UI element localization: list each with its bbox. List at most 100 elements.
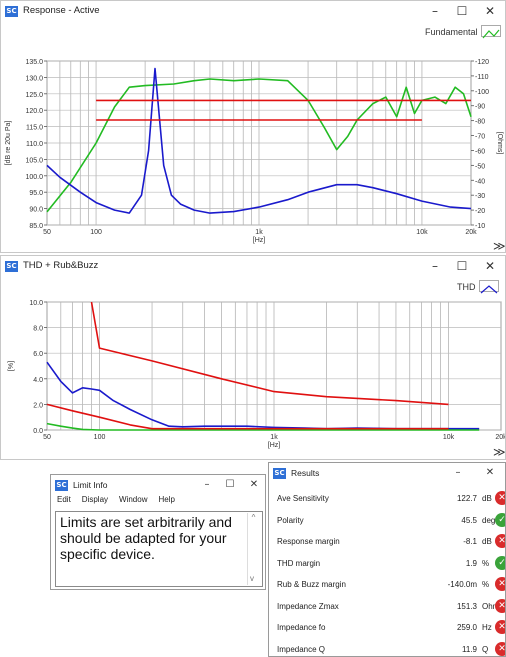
- menu-window[interactable]: Window: [119, 495, 148, 504]
- close-icon[interactable]: ✕: [249, 479, 259, 490]
- thd-legend-label: THD: [457, 282, 476, 292]
- results-titlebar[interactable]: SC Results – ✕: [269, 463, 505, 483]
- result-label: Impedance fo: [277, 623, 326, 632]
- result-value: 1.9: [465, 558, 477, 568]
- maximize-icon[interactable]: ☐: [456, 259, 468, 273]
- menu-edit[interactable]: Edit: [57, 495, 71, 504]
- pass-check-icon: ✓: [495, 512, 505, 527]
- result-unit: %: [482, 558, 490, 568]
- limit-info-menubar: Edit Display Window Help: [51, 495, 265, 509]
- fail-x-icon: ✕: [495, 620, 505, 634]
- y2-tick-label: -100: [475, 89, 489, 96]
- y2-axis-label: [Ohms]: [496, 132, 503, 155]
- limit-info-window: SC Limit Info – ☐ ✕ Edit Display Window Hel…: [50, 474, 266, 590]
- result-row: Response margin -8.1 dB ✕: [269, 532, 505, 552]
- thd-chart[interactable]: 10.0 8.0 6.0 4.0 2.0 0.050 100 1k 10k 20k [Hz] [%]: [1, 294, 506, 454]
- result-label: Polarity: [277, 515, 304, 525]
- result-row: Polarity 45.5 deg. ✓: [269, 511, 505, 531]
- x-tick-label: 100: [94, 434, 106, 441]
- result-unit: deg.: [482, 515, 498, 525]
- close-icon[interactable]: ✕: [484, 4, 496, 18]
- y-tick-label: 135.0: [25, 59, 43, 66]
- legend-line-icon: [480, 285, 498, 294]
- y2-tick-label: -20: [475, 208, 485, 215]
- y-tick-label: 10.0: [29, 300, 43, 307]
- minimize-icon[interactable]: –: [432, 4, 438, 18]
- y2-tick-label: -110: [475, 74, 489, 81]
- close-icon[interactable]: ✕: [484, 259, 496, 273]
- maximize-icon[interactable]: ☐: [225, 479, 235, 490]
- scroll-up-icon[interactable]: ^: [251, 513, 256, 522]
- y-tick-label: 105.0: [25, 157, 43, 164]
- fundamental-legend-swatch[interactable]: [481, 25, 501, 39]
- y2-tick-label: -80: [475, 119, 485, 126]
- x-axis-label: [Hz]: [253, 237, 266, 244]
- thd-titlebar[interactable]: SC THD + Rub&Buzz – ☐ ✕: [1, 256, 505, 278]
- menu-display[interactable]: Display: [81, 495, 109, 504]
- y-tick-label: 8.0: [33, 326, 43, 333]
- minimize-icon[interactable]: –: [432, 259, 438, 273]
- result-label: THD margin: [277, 558, 321, 568]
- limit-info-scrollbar[interactable]: ^ v: [247, 513, 259, 585]
- sc-logo-icon: SC: [55, 480, 68, 491]
- result-label: Response margin: [277, 537, 340, 546]
- y2-tick-label: -60: [475, 148, 485, 155]
- scroll-down-icon[interactable]: v: [250, 574, 254, 583]
- result-value: 45.5: [461, 515, 477, 525]
- y2-tick-label: -30: [475, 193, 485, 200]
- result-value: 151.3: [456, 601, 477, 611]
- response-titlebar[interactable]: SC Response - Active – ☐ ✕: [1, 1, 505, 23]
- x-tick-label: 1k: [270, 434, 278, 441]
- fail-x-icon: ✕: [495, 491, 505, 505]
- response-chart[interactable]: 135.0 130.0 125.0 120.0 115.0 110.0 105.0 100.0…: [1, 39, 506, 249]
- minimize-icon[interactable]: –: [455, 467, 461, 478]
- result-value: 122.7: [456, 494, 477, 503]
- expand-chevron-icon[interactable]: ≫: [493, 239, 506, 253]
- limit-info-titlebar[interactable]: SC Limit Info – ☐ ✕: [51, 475, 265, 495]
- limit-info-title: Limit Info: [73, 480, 108, 490]
- x-tick-label: 1k: [255, 229, 263, 236]
- y-tick-label: 85.0: [29, 223, 43, 230]
- sc-logo-icon: SC: [5, 261, 18, 272]
- thd-window: SC THD + Rub&Buzz – ☐ ✕ THD 10.0 8.0 6.0 4.…: [0, 255, 506, 460]
- y2-tick-label: -90: [475, 104, 485, 111]
- x-tick-label: 50: [43, 434, 51, 441]
- legend-line-icon: [482, 29, 500, 39]
- y-tick-label: 110.0: [26, 141, 43, 148]
- result-unit: dB: [482, 494, 492, 503]
- sc-logo-icon: SC: [273, 468, 286, 479]
- minimize-icon[interactable]: –: [204, 479, 210, 490]
- y-tick-label: 120.0: [25, 108, 43, 115]
- result-label: Ave Sensitivity: [277, 494, 329, 503]
- maximize-icon[interactable]: ☐: [456, 4, 468, 18]
- y-tick-label: 0.0: [33, 428, 43, 435]
- x-tick-label: 20k: [495, 434, 506, 441]
- fail-x-icon: ✕: [495, 641, 505, 656]
- y2-tick-label: -50: [475, 163, 485, 170]
- y-tick-label: 115.0: [26, 125, 43, 132]
- close-icon[interactable]: ✕: [485, 467, 495, 478]
- result-label: Impedance Q: [277, 644, 326, 654]
- x-tick-label: 10k: [416, 229, 428, 236]
- pass-check-icon: ✓: [495, 555, 505, 570]
- result-value: -8.1: [463, 537, 477, 546]
- y-tick-label: 90.0: [29, 207, 43, 214]
- y2-tick-label: -120: [475, 59, 489, 66]
- thd-legend-swatch[interactable]: [479, 280, 499, 294]
- result-unit: Hz: [482, 623, 492, 632]
- result-row: Impedance fo 259.0 Hz ✕: [269, 618, 505, 638]
- expand-chevron-icon[interactable]: ≫: [493, 445, 506, 459]
- limit-info-text[interactable]: Limits are set arbitrarily and should be…: [55, 511, 263, 587]
- x-tick-label: 10k: [443, 434, 455, 441]
- y-tick-label: 100.0: [25, 174, 43, 181]
- y-tick-label: 2.0: [33, 402, 43, 409]
- y2-tick-label: -70: [475, 134, 485, 141]
- series-line-0: [46, 78, 472, 213]
- result-row: Impedance Zmax 151.3 Ohms ✕: [269, 597, 505, 617]
- fail-x-icon: ✕: [495, 534, 505, 548]
- y-tick-label: 125.0: [25, 92, 43, 99]
- response-window: SC Response - Active – ☐ ✕ Fundamental 1…: [0, 0, 506, 253]
- result-row: THD margin 1.9% ✓: [269, 554, 505, 574]
- menu-help[interactable]: Help: [158, 495, 175, 504]
- result-row: Rub & Buzz margin -140.0m% ✕: [269, 575, 505, 595]
